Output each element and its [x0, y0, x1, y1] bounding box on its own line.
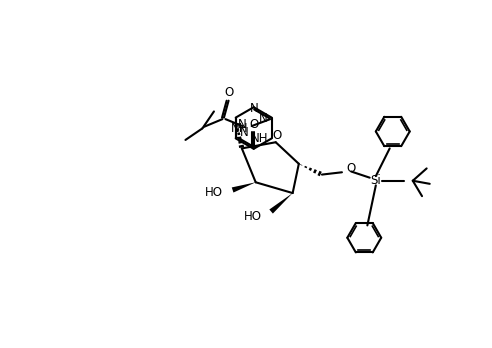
Text: HO: HO: [205, 186, 223, 199]
Text: NH: NH: [251, 132, 269, 145]
Text: O: O: [224, 86, 233, 100]
Text: O: O: [273, 129, 282, 142]
Text: N: N: [259, 112, 268, 125]
Text: N: N: [250, 102, 259, 115]
Text: Si: Si: [370, 174, 381, 187]
Text: N: N: [238, 118, 247, 131]
Polygon shape: [232, 182, 256, 192]
Text: N: N: [240, 126, 249, 139]
Text: HO: HO: [244, 209, 262, 223]
Text: O: O: [249, 118, 258, 130]
Text: O: O: [346, 162, 356, 175]
Polygon shape: [269, 193, 293, 214]
Text: NH: NH: [231, 122, 248, 135]
